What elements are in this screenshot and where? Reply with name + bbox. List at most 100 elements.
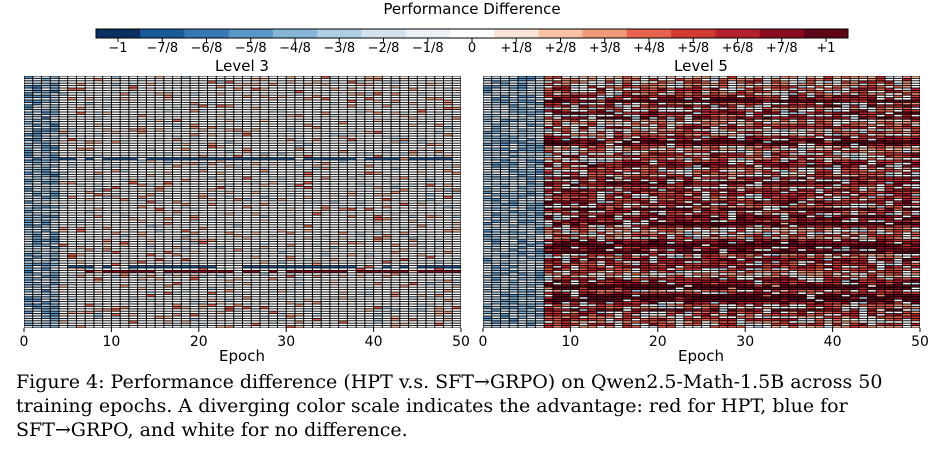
heatmap-cell [208,227,216,230]
heatmap-cell [94,150,103,153]
heatmap-cell [374,138,382,141]
heatmap-cell [68,215,76,218]
heatmap-cell [41,141,50,143]
heatmap-cell [286,93,295,95]
heatmap-cell [277,95,286,98]
heatmap-cell [452,280,461,282]
heatmap-cell [243,102,251,105]
heatmap-cell [286,95,295,98]
heatmap-cell [409,131,417,134]
heatmap-cell [208,206,216,208]
heatmap-cell [356,309,365,311]
heatmap-cell [41,124,50,126]
heatmap-cell [312,122,321,124]
heatmap-cell [85,110,94,112]
heatmap-cell [347,302,356,304]
heatmap-cell [24,297,33,299]
heatmap-cell [321,256,330,258]
heatmap-cell [295,206,304,208]
heatmap-cell [173,107,181,110]
heatmap-cell [94,225,103,227]
heatmap-cell [94,311,103,314]
heatmap-cell [111,266,120,268]
heatmap-cell [426,131,435,134]
heatmap-cell [321,297,330,299]
heatmap-cell [33,124,41,126]
heatmap-cell [426,86,435,88]
heatmap-cell [76,254,85,256]
heatmap-cell [234,258,242,261]
heatmap-cell [85,254,94,256]
heatmap-cell [85,225,94,227]
heatmap-cell [243,129,251,131]
heatmap-cell [435,119,444,122]
heatmap-cell [452,297,461,299]
heatmap-cell [173,189,181,191]
heatmap-cell [426,138,435,141]
heatmap-cell [277,146,286,148]
heatmap-cell [365,273,374,275]
heatmap-cell [269,93,277,95]
heatmap-cell [33,179,41,182]
heatmap-cell [33,184,41,186]
heatmap-cell [339,110,347,112]
heatmap-cell [409,239,417,242]
heatmap-cell [190,306,199,309]
heatmap-cell [391,95,400,98]
heatmap-cell [251,134,260,136]
heatmap-cell [199,206,208,208]
heatmap-cell [199,251,208,254]
heatmap-cell [452,215,461,218]
heatmap-cell [330,280,339,282]
heatmap-cell [76,177,85,179]
heatmap-cell [374,261,382,263]
heatmap-cell [164,105,173,107]
heatmap-cell [129,273,138,275]
heatmap-cell [356,160,365,162]
heatmap-cell [409,136,417,138]
heatmap-cell [269,297,277,299]
heatmap-cell [277,275,286,278]
heatmap-cell [321,282,330,285]
heatmap-cell [234,254,242,256]
heatmap-cell [33,117,41,119]
heatmap-cell [41,275,50,278]
heatmap-cell [295,179,304,182]
heatmap-cell [181,297,190,299]
heatmap-cell [295,213,304,215]
heatmap-cell [312,124,321,126]
heatmap-cell [225,165,234,167]
heatmap-cell [435,129,444,131]
heatmap-cell [321,78,330,81]
heatmap-cell [286,158,295,160]
heatmap-cell [173,268,181,270]
heatmap-cell [181,218,190,220]
heatmap-cell [103,112,111,114]
heatmap-cell [382,155,391,158]
heatmap-cell [243,263,251,266]
heatmap-cell [199,93,208,95]
heatmap-cell [68,122,76,124]
heatmap-cell [59,134,68,136]
heatmap-cell [347,83,356,86]
heatmap-cell [251,81,260,83]
heatmap-cell [94,237,103,239]
heatmap-cell [234,162,242,165]
heatmap-cell [208,182,216,184]
heatmap-cell [225,148,234,150]
heatmap-cell [321,196,330,198]
heatmap-cell [243,256,251,258]
heatmap-cell [382,184,391,186]
heatmap-cell [260,100,269,102]
heatmap-cell [243,227,251,230]
heatmap-cell [146,194,155,196]
heatmap-cell [33,172,41,174]
heatmap-cell [76,105,85,107]
heatmap-cell [216,122,225,124]
heatmap-cell [374,299,382,302]
heatmap-cell [173,208,181,210]
heatmap-cell [24,222,33,225]
heatmap-cell [50,184,59,186]
heatmap-cell [321,134,330,136]
